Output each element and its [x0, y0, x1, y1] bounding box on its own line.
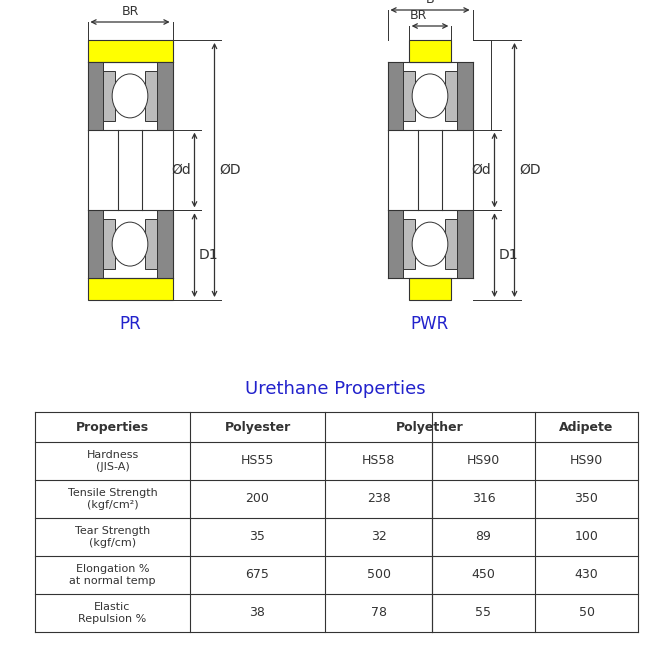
Ellipse shape	[112, 222, 148, 266]
Text: D1: D1	[198, 248, 218, 262]
Text: Polyether: Polyether	[396, 421, 464, 433]
Text: PR: PR	[119, 315, 141, 333]
Text: 100: 100	[575, 531, 598, 543]
Text: 32: 32	[371, 531, 387, 543]
Bar	[88, 40, 172, 62]
Text: 238: 238	[366, 492, 391, 505]
Bar	[403, 70, 415, 121]
Bar	[409, 40, 452, 62]
Text: Properties: Properties	[76, 421, 149, 433]
Bar	[387, 210, 403, 278]
Bar	[103, 218, 115, 269]
Text: Adipete: Adipete	[559, 421, 614, 433]
Bar	[88, 62, 103, 130]
Bar	[457, 62, 472, 130]
Bar	[157, 62, 172, 130]
Text: Tensile Strength
(kgf/cm²): Tensile Strength (kgf/cm²)	[68, 488, 157, 510]
Bar	[145, 70, 157, 121]
Ellipse shape	[112, 74, 148, 118]
Text: Urethane Properties: Urethane Properties	[245, 380, 425, 398]
Text: 675: 675	[246, 569, 269, 582]
Text: HS58: HS58	[362, 454, 395, 468]
Text: B: B	[425, 0, 434, 6]
Bar	[145, 218, 157, 269]
Text: D1: D1	[498, 248, 518, 262]
Text: 55: 55	[476, 606, 492, 620]
Bar	[157, 210, 172, 278]
Text: 38: 38	[249, 606, 265, 620]
Bar	[88, 278, 172, 300]
Text: HS90: HS90	[570, 454, 603, 468]
Text: 316: 316	[472, 492, 495, 505]
Text: BR: BR	[410, 9, 427, 22]
Bar	[103, 70, 115, 121]
Bar	[457, 210, 472, 278]
Text: Tear Strength
(kgf/cm): Tear Strength (kgf/cm)	[75, 526, 150, 548]
Text: ØD: ØD	[220, 163, 241, 177]
Text: 35: 35	[249, 531, 265, 543]
Text: HS55: HS55	[241, 454, 274, 468]
Text: Elastic
Repulsion %: Elastic Repulsion %	[78, 602, 147, 624]
Text: 430: 430	[575, 569, 598, 582]
Ellipse shape	[412, 222, 448, 266]
Text: Elongation %
at normal temp: Elongation % at normal temp	[69, 563, 155, 586]
Text: 89: 89	[476, 531, 491, 543]
Bar	[446, 218, 457, 269]
Bar	[446, 70, 457, 121]
Text: 450: 450	[472, 569, 495, 582]
Text: 78: 78	[371, 606, 387, 620]
Bar	[403, 218, 415, 269]
Text: HS90: HS90	[467, 454, 500, 468]
Text: 50: 50	[578, 606, 594, 620]
Text: PWR: PWR	[411, 315, 449, 333]
Bar	[409, 278, 452, 300]
Ellipse shape	[412, 74, 448, 118]
Text: 200: 200	[246, 492, 269, 505]
Text: ØD: ØD	[519, 163, 541, 177]
Text: Polyester: Polyester	[224, 421, 291, 433]
Text: Hardness
(JIS-A): Hardness (JIS-A)	[86, 450, 139, 472]
Text: BR: BR	[121, 5, 139, 18]
Text: Ød: Ød	[472, 163, 492, 177]
Text: 350: 350	[575, 492, 598, 505]
Bar	[387, 62, 403, 130]
Text: Ød: Ød	[172, 163, 192, 177]
Text: 500: 500	[366, 569, 391, 582]
Bar	[88, 210, 103, 278]
